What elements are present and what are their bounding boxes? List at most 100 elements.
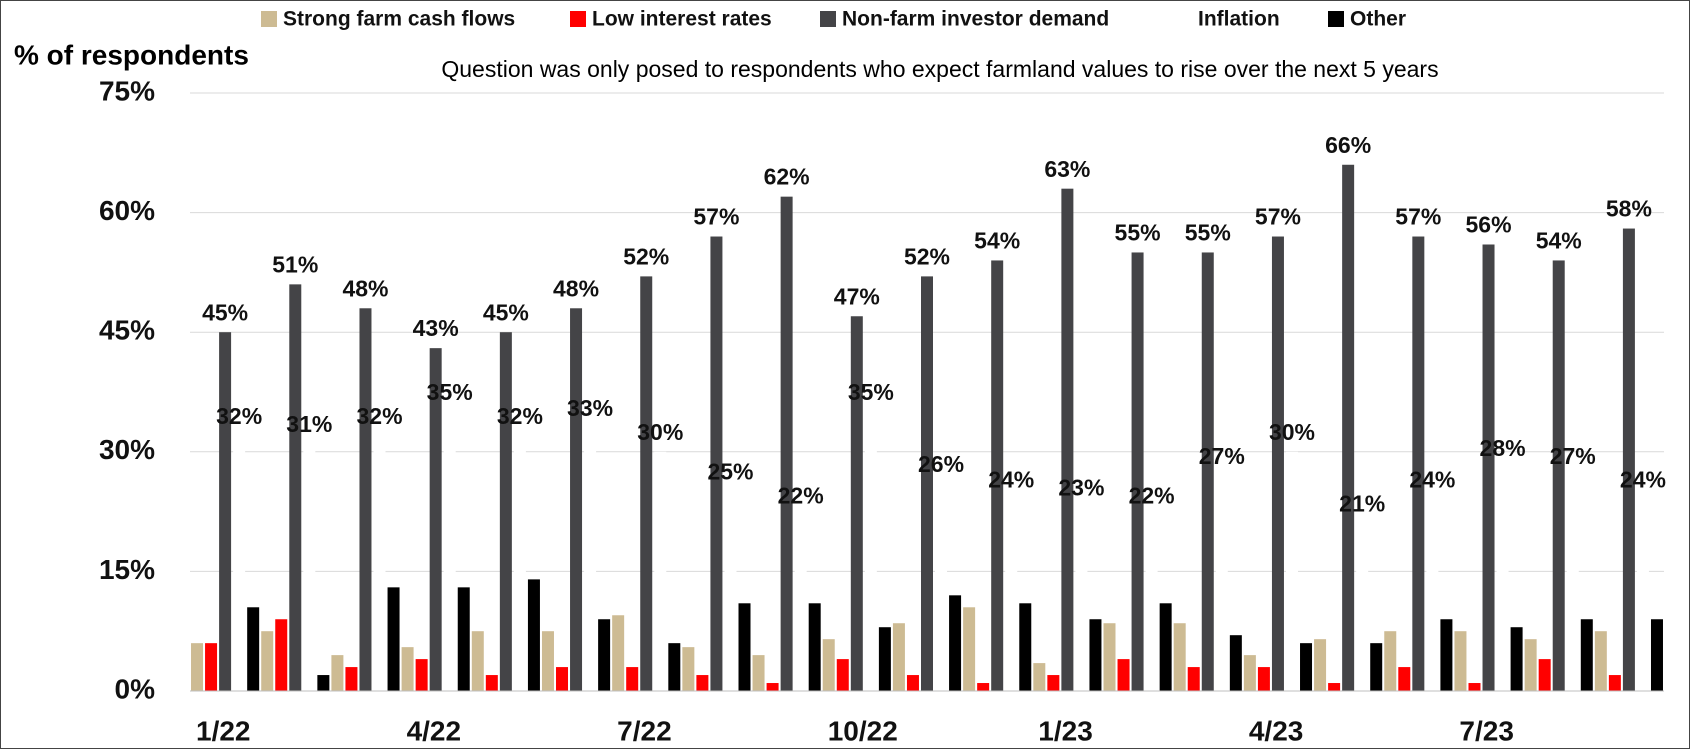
- data-label: 54%: [974, 228, 1020, 254]
- bar: [415, 659, 428, 691]
- data-label: 30%: [637, 419, 683, 445]
- x-tick-label: 4/23: [1249, 715, 1304, 746]
- bar: [289, 284, 302, 691]
- bar: [780, 196, 793, 692]
- data-label: 47%: [834, 283, 880, 309]
- bar: [1089, 619, 1102, 691]
- bar: [373, 435, 386, 691]
- data-label: 28%: [1480, 435, 1526, 461]
- bar: [654, 451, 667, 691]
- x-tick-label: 7/23: [1459, 715, 1514, 746]
- bar: [794, 515, 807, 691]
- data-label: 33%: [567, 395, 613, 421]
- bar: [1271, 236, 1284, 691]
- data-label: 56%: [1466, 212, 1512, 238]
- legend-swatch: [1328, 11, 1344, 27]
- bar: [1019, 603, 1032, 691]
- bar: [1300, 643, 1313, 691]
- bar: [991, 260, 1004, 691]
- bar: [191, 643, 204, 691]
- data-label: 43%: [413, 315, 459, 341]
- bar: [247, 607, 260, 691]
- bar: [443, 411, 456, 691]
- bar: [485, 675, 498, 691]
- bar: [822, 639, 835, 691]
- data-label: 52%: [904, 243, 950, 269]
- bar: [892, 623, 905, 691]
- bar: [836, 659, 849, 691]
- bar: [1033, 663, 1046, 691]
- y-axis-label: % of respondents: [14, 39, 249, 70]
- bar: [1243, 655, 1256, 691]
- bar: [626, 667, 639, 691]
- bar: [1173, 623, 1186, 691]
- data-label: 48%: [342, 275, 388, 301]
- legend-swatch: [820, 11, 836, 27]
- data-label: 24%: [1620, 467, 1666, 493]
- bar: [1061, 188, 1074, 691]
- bar: [1454, 631, 1467, 691]
- bar: [696, 675, 709, 691]
- data-label: 31%: [286, 411, 332, 437]
- bar: [906, 675, 919, 691]
- bar: [527, 579, 540, 691]
- data-label: 27%: [1199, 443, 1245, 469]
- data-label: 57%: [1255, 204, 1301, 230]
- data-label: 21%: [1339, 491, 1385, 517]
- bar: [1356, 523, 1369, 691]
- legend-label: Low interest rates: [592, 8, 772, 31]
- data-label: 66%: [1325, 132, 1371, 158]
- bar: [935, 483, 948, 691]
- bar: [682, 647, 695, 691]
- data-label: 32%: [216, 403, 262, 429]
- legend-swatch: [570, 11, 586, 27]
- bar: [1636, 499, 1649, 691]
- data-label: 62%: [764, 164, 810, 190]
- bar: [429, 348, 442, 691]
- bar: [864, 411, 877, 691]
- bar: [1075, 507, 1088, 691]
- bar: [921, 276, 933, 691]
- data-label: 22%: [1129, 483, 1175, 509]
- bar: [1201, 252, 1214, 691]
- bar: [963, 607, 976, 691]
- bar: [640, 276, 653, 691]
- bar: [1496, 467, 1509, 691]
- bar: [1608, 675, 1621, 691]
- bar: [471, 631, 484, 691]
- bar: [303, 443, 316, 691]
- x-tick-label: 4/22: [407, 715, 462, 746]
- data-label: 24%: [1409, 467, 1455, 493]
- bar: [499, 332, 512, 691]
- x-tick-label: 1/23: [1038, 715, 1093, 746]
- legend-label: Other: [1350, 8, 1406, 31]
- data-label: 45%: [483, 299, 529, 325]
- bar: [1566, 475, 1579, 691]
- bar: [1342, 164, 1355, 691]
- bar: [612, 615, 625, 691]
- bar: [766, 683, 779, 691]
- bar: [1650, 619, 1663, 691]
- data-label: 58%: [1606, 196, 1652, 222]
- data-label: 57%: [693, 204, 739, 230]
- data-label: 23%: [1058, 475, 1104, 501]
- bar: [1047, 675, 1060, 691]
- bar: [668, 643, 681, 691]
- bar: [949, 595, 962, 691]
- bar: [1510, 627, 1523, 691]
- data-label: 55%: [1115, 220, 1161, 246]
- bar: [1215, 475, 1228, 691]
- bar: [317, 675, 330, 691]
- bar: [584, 427, 597, 691]
- bar: [345, 667, 358, 691]
- bar: [401, 647, 414, 691]
- bar: [878, 627, 891, 691]
- bar: [359, 308, 372, 691]
- x-tick-label: 10/22: [828, 715, 898, 746]
- bar: [219, 332, 232, 691]
- data-label: 24%: [988, 467, 1034, 493]
- data-label: 22%: [778, 483, 824, 509]
- data-label: 45%: [202, 299, 248, 325]
- data-label: 30%: [1269, 419, 1315, 445]
